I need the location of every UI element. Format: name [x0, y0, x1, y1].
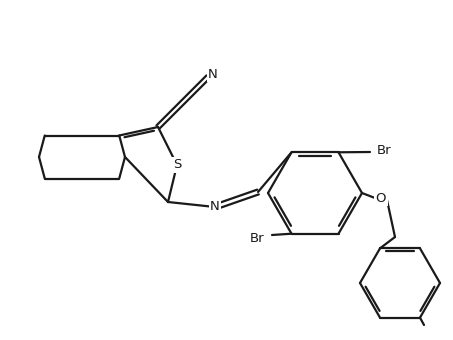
Text: N: N [208, 68, 218, 81]
Text: S: S [173, 158, 181, 171]
Text: N: N [210, 201, 220, 214]
Text: Br: Br [250, 232, 264, 244]
Text: O: O [376, 191, 386, 204]
Text: Br: Br [377, 144, 391, 157]
